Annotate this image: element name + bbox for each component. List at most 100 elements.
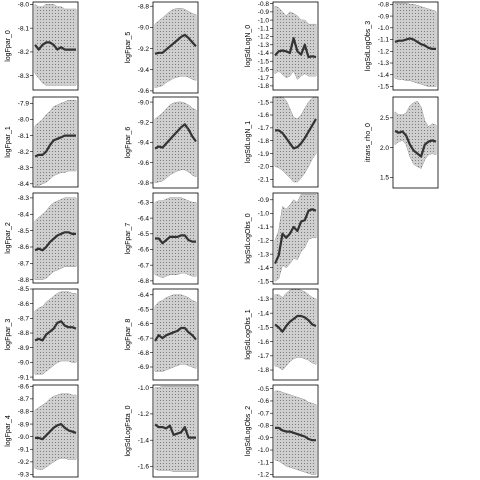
y-tick-label: -1.4	[258, 310, 270, 317]
y-tick-label: -1.2	[378, 48, 390, 55]
series-line	[394, 37, 436, 51]
panel-frame	[32, 192, 79, 284]
confidence-band-pattern	[35, 291, 76, 375]
y-tick-label: -8.8	[18, 409, 30, 416]
y-tick-label: -8.5	[18, 228, 30, 235]
y-tick-label: -0.8	[258, 1, 270, 8]
series-line	[154, 326, 197, 342]
y-tick-label: -9.1	[18, 446, 30, 453]
panel-frame	[32, 1, 79, 91]
y-axis-label: logFpar_2	[5, 222, 12, 254]
panel: -1.8 -1.7 -1.6 -1.5 -1.4 -1.3 logSdLogObs_1	[245, 288, 319, 381]
y-axis-label: logSdLogN_0	[245, 25, 252, 68]
y-tick-label: -8.6	[18, 383, 30, 390]
y-tick-label: -1.9	[258, 151, 270, 158]
series-line	[34, 41, 76, 51]
y-tick-label: -1.2	[258, 238, 270, 245]
y-tick-label: -1.4	[258, 265, 270, 272]
panel-frame	[152, 192, 199, 285]
y-tick-label: -0.9	[258, 197, 270, 204]
y-tick-label: -0.8	[258, 423, 270, 430]
panel: -1.6 -1.4 -1.2 -1.0 logSdLogFsta_0	[125, 384, 199, 478]
series-line	[35, 423, 77, 441]
panel: -8.8 -8.7 -8.6 -8.5 -8.4 -8.3 logFpar_2	[5, 192, 79, 284]
series-line	[275, 426, 316, 442]
y-axis-label: itrans_rho_0	[365, 123, 372, 162]
y-tick-label: -1.2	[258, 472, 270, 479]
y-tick-label: -1.8	[258, 83, 270, 90]
y-tick-label: -8.3	[18, 165, 30, 172]
y-tick-label: -1.5	[378, 84, 390, 91]
y-tick-label: -0.9	[258, 435, 270, 442]
panel: 1.5 2.0 2.5 itrans_rho_0	[365, 96, 439, 189]
y-tick-label: -9.3	[18, 472, 30, 479]
confidence-band-pattern	[395, 3, 436, 87]
y-tick-label: -1.7	[258, 75, 270, 82]
series-line	[34, 320, 77, 342]
y-axis-label: logFpar_5	[125, 32, 132, 64]
y-tick-label: -1.8	[258, 138, 270, 145]
panel: -6.9 -6.8 -6.7 -6.6 -6.5 -6.4 logFpar_8	[125, 288, 199, 381]
confidence-band-pattern	[155, 294, 196, 372]
y-tick-label: -1.6	[138, 464, 150, 471]
series-line	[394, 129, 437, 158]
y-tick-label: -8.4	[18, 181, 30, 188]
panel: -1.2 -1.1 -1.0 -0.9 -0.8 -0.7 -0.6 -0.5 logSdLog…	[245, 384, 319, 479]
y-tick-label: -6.6	[138, 247, 150, 254]
confidence-band-pattern	[155, 102, 196, 183]
y-tick-label: -1.4	[258, 50, 270, 57]
y-tick-label: -8.4	[18, 211, 30, 218]
y-tick-label: -1.7	[258, 353, 270, 360]
y-tick-label: -8.0	[18, 117, 30, 124]
panel: -6.8 -6.7 -6.6 -6.5 -6.4 -6.3 logFpar_7	[125, 192, 199, 285]
y-axis-label: logFpar_7	[125, 223, 132, 255]
y-axis-label: logFpar_0	[5, 30, 12, 62]
y-tick-label: -1.3	[258, 296, 270, 303]
series-line	[275, 118, 317, 150]
y-axis-label: logFpar_3	[5, 319, 12, 351]
panel-frame	[272, 384, 319, 478]
y-tick-label: -9.2	[18, 459, 30, 466]
y-tick-label: -9.8	[138, 180, 150, 187]
y-tick-label: -9.0	[138, 99, 150, 106]
y-axis-label: logSdLogFsta_0	[125, 405, 132, 456]
y-tick-label: -9.0	[18, 434, 30, 441]
y-tick-label: -9.4	[138, 67, 150, 74]
y-tick-label: -6.7	[138, 335, 150, 342]
y-tick-label: -1.1	[258, 459, 270, 466]
series-line	[34, 231, 76, 252]
panel-frame	[32, 96, 79, 188]
panel-frame	[392, 96, 439, 189]
confidence-band-pattern	[35, 197, 76, 280]
y-tick-label: -1.0	[258, 211, 270, 218]
y-axis-label: logSdLogObs_1	[245, 309, 252, 359]
y-tick-label: -9.6	[138, 160, 150, 167]
y-tick-label: -7.9	[18, 101, 30, 108]
y-tick-label: -1.6	[258, 112, 270, 119]
panel: -9.3 -9.2 -9.1 -9.0 -8.9 -8.8 -8.7 -8.6 logFpar_…	[5, 383, 79, 479]
series-line	[155, 234, 196, 245]
confidence-band-pattern	[275, 289, 316, 370]
series-line	[34, 134, 76, 158]
y-tick-label: -9.1	[18, 374, 30, 381]
y-tick-label: -2.1	[258, 176, 270, 183]
y-tick-label: -1.7	[258, 125, 270, 132]
panel: -8.3 -8.2 -8.1 -8.0 logFpar_0	[5, 1, 79, 91]
y-tick-label: -8.8	[18, 330, 30, 337]
confidence-band-pattern	[155, 8, 196, 88]
panel-frame	[272, 288, 319, 381]
y-tick-label: -6.7	[138, 262, 150, 269]
panel-frame	[32, 384, 79, 478]
y-tick-label: -8.7	[18, 261, 30, 268]
panel: -9.1 -9.0 -8.9 -8.8 -8.7 -8.6 -8.5 logFpar_3	[5, 286, 79, 381]
y-tick-label: -1.3	[378, 60, 390, 67]
y-tick-label: -8.5	[18, 286, 30, 293]
y-tick-label: -8.9	[18, 421, 30, 428]
y-tick-label: -0.9	[378, 13, 390, 20]
y-tick-label: 2.0	[380, 145, 389, 152]
panel-frame	[152, 1, 199, 94]
y-tick-label: -8.2	[18, 49, 30, 56]
y-tick-label: -8.3	[18, 195, 30, 202]
